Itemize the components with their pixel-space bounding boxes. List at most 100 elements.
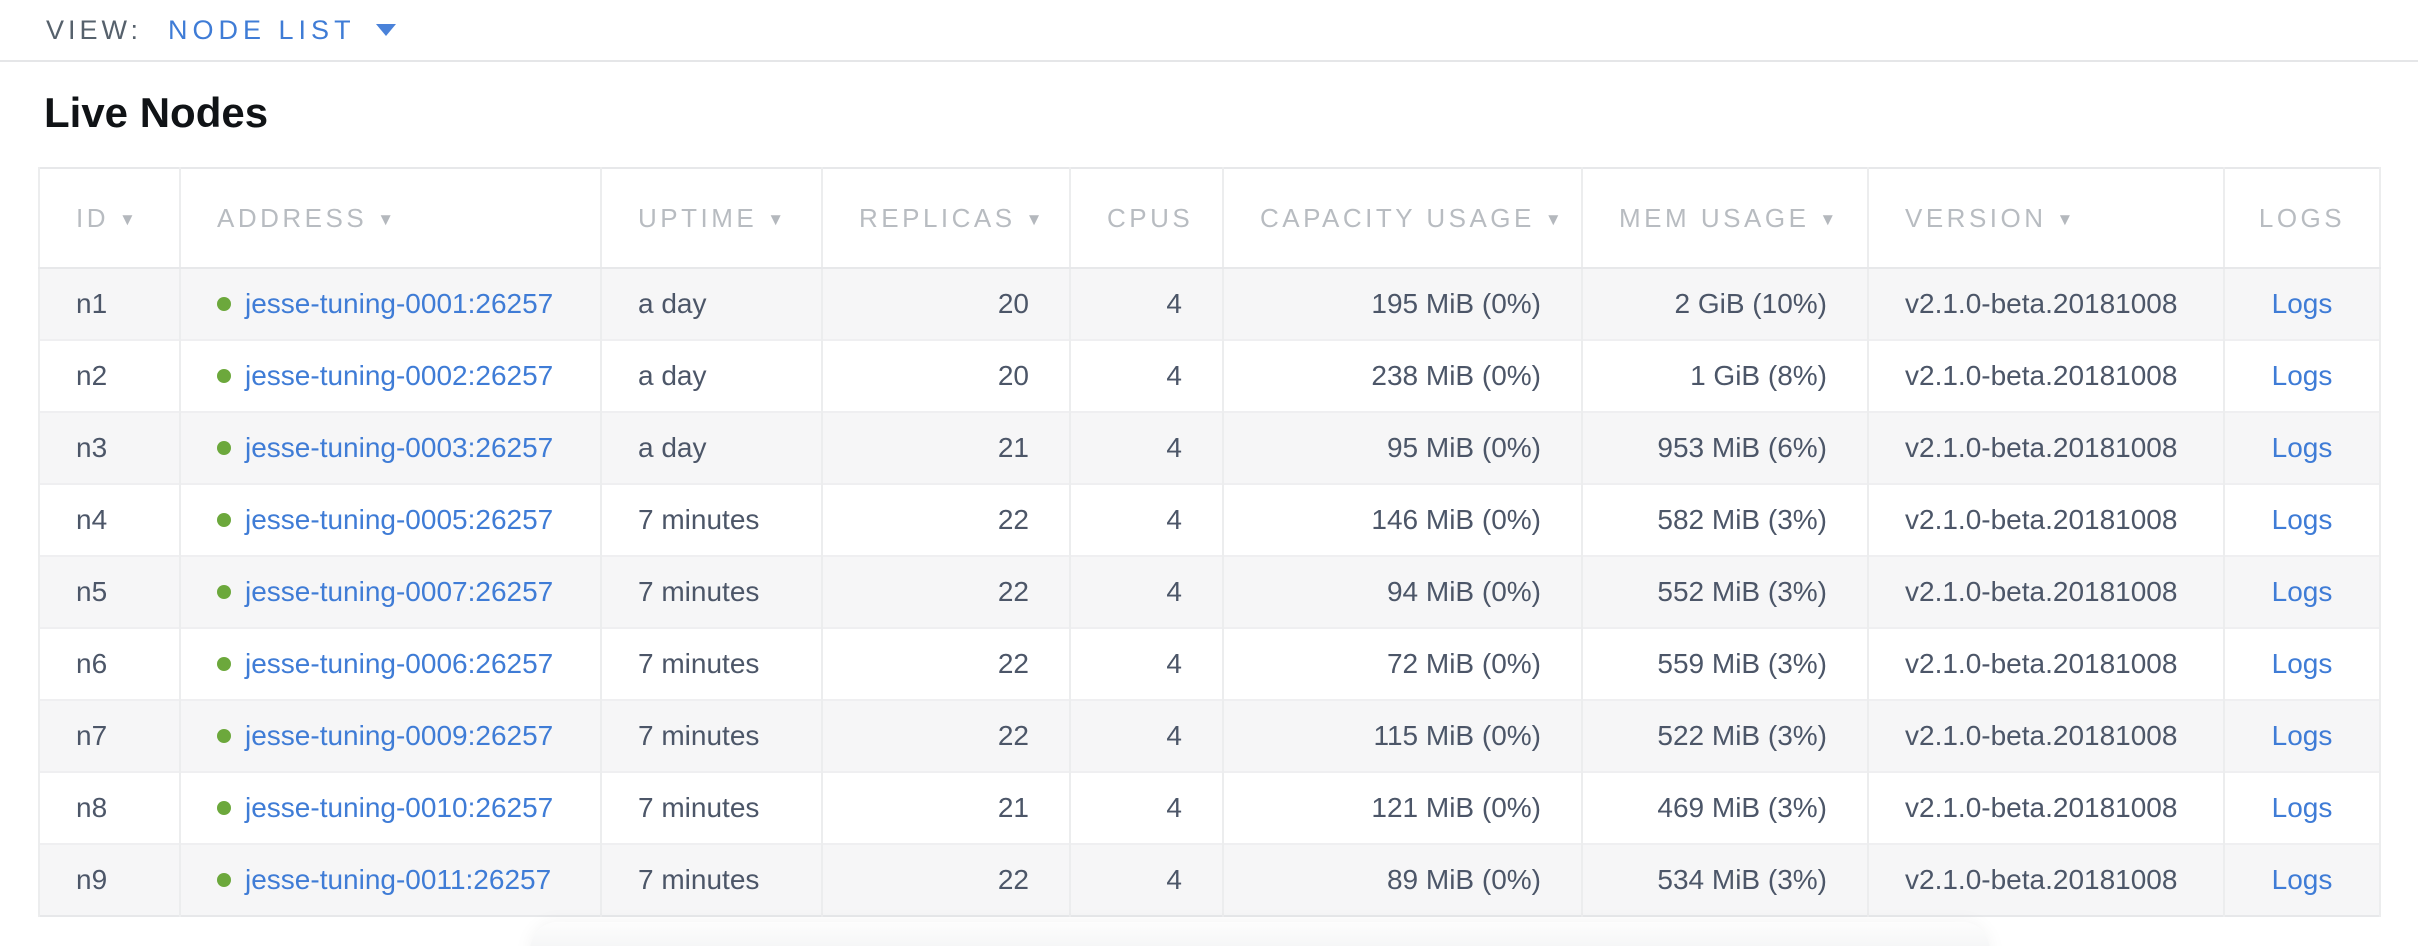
node-row-n2: n2 jesse-tuning-0002:26257 a day 20 4 238 MiB…: [38, 339, 2381, 412]
cell-address: jesse-tuning-0005:26257: [179, 483, 602, 556]
node-address-link[interactable]: jesse-tuning-0001:26257: [245, 288, 554, 319]
column-header-capacity_usage[interactable]: CAPACITY USAGE ▼: [1222, 168, 1583, 269]
sort-arrow-icon: ▼: [119, 209, 140, 229]
cell-cpus: 4: [1069, 627, 1224, 700]
cell-uptime: 7 minutes: [600, 699, 823, 772]
cell-version: v2.1.0-beta.20181008: [1867, 411, 2225, 484]
cell-uptime: 7 minutes: [600, 771, 823, 844]
cell-cpus: 4: [1069, 555, 1224, 628]
column-header-mem_usage[interactable]: MEM USAGE ▼: [1581, 168, 1869, 269]
live-nodes-table-wrap: ID ▼ ADDRESS ▼ UPTIME ▼ REPLICAS ▼ CPUS CAPACITY …: [0, 167, 2418, 917]
node-address-link[interactable]: jesse-tuning-0011:26257: [245, 864, 552, 895]
cell-capacity_usage: 72 MiB (0%): [1222, 627, 1583, 700]
cell-logs: Logs: [2223, 771, 2381, 844]
column-header-replicas[interactable]: REPLICAS ▼: [821, 168, 1071, 269]
logs-link[interactable]: Logs: [2271, 360, 2333, 391]
column-header-id[interactable]: ID ▼: [38, 168, 181, 269]
cell-address: jesse-tuning-0007:26257: [179, 555, 602, 628]
cell-id: n4: [38, 483, 181, 556]
cell-cpus: 4: [1069, 483, 1224, 556]
cell-replicas: 20: [821, 339, 1071, 412]
node-row-n9: n9 jesse-tuning-0011:26257 7 minutes 22 4 89 …: [38, 843, 2381, 916]
cell-uptime: 7 minutes: [600, 843, 823, 916]
sort-arrow-icon: ▼: [1025, 209, 1046, 229]
node-address-link[interactable]: jesse-tuning-0003:26257: [245, 432, 554, 463]
cell-uptime: a day: [600, 267, 823, 340]
logs-link[interactable]: Logs: [2271, 504, 2333, 535]
column-header-version[interactable]: VERSION ▼: [1867, 168, 2225, 269]
cell-capacity_usage: 195 MiB (0%): [1222, 267, 1583, 340]
cell-id: n2: [38, 339, 181, 412]
sort-arrow-icon: ▼: [377, 209, 398, 229]
cell-cpus: 4: [1069, 843, 1224, 916]
cell-logs: Logs: [2223, 843, 2381, 916]
logs-link[interactable]: Logs: [2271, 648, 2333, 679]
cell-uptime: a day: [600, 411, 823, 484]
cell-id: n8: [38, 771, 181, 844]
cell-capacity_usage: 89 MiB (0%): [1222, 843, 1583, 916]
column-label: CPUS: [1107, 202, 1194, 233]
node-address-link[interactable]: jesse-tuning-0007:26257: [245, 576, 554, 607]
cell-logs: Logs: [2223, 267, 2381, 340]
cell-uptime: a day: [600, 339, 823, 412]
cell-id: n5: [38, 555, 181, 628]
node-status-dot-icon: [217, 369, 231, 383]
column-label: ADDRESS: [217, 202, 368, 233]
cell-address: jesse-tuning-0009:26257: [179, 699, 602, 772]
cell-replicas: 22: [821, 627, 1071, 700]
cell-address: jesse-tuning-0001:26257: [179, 267, 602, 340]
cell-mem_usage: 522 MiB (3%): [1581, 699, 1869, 772]
column-label: REPLICAS: [859, 202, 1016, 233]
node-status-dot-icon: [217, 297, 231, 311]
cell-replicas: 21: [821, 411, 1071, 484]
cell-logs: Logs: [2223, 699, 2381, 772]
logs-link[interactable]: Logs: [2271, 576, 2333, 607]
logs-link[interactable]: Logs: [2271, 792, 2333, 823]
node-address-link[interactable]: jesse-tuning-0010:26257: [245, 792, 554, 823]
node-row-n8: n8 jesse-tuning-0010:26257 7 minutes 21 4 121…: [38, 771, 2381, 844]
node-row-n7: n7 jesse-tuning-0009:26257 7 minutes 22 4 115…: [38, 699, 2381, 772]
view-selector-value: NODE LIST: [168, 14, 356, 45]
cell-cpus: 4: [1069, 699, 1224, 772]
cell-address: jesse-tuning-0002:26257: [179, 339, 602, 412]
cell-capacity_usage: 146 MiB (0%): [1222, 483, 1583, 556]
view-selector-dropdown[interactable]: NODE LIST: [168, 15, 396, 46]
column-header-logs[interactable]: LOGS: [2223, 168, 2381, 269]
cell-replicas: 21: [821, 771, 1071, 844]
column-label: ID: [76, 202, 109, 233]
cell-id: n6: [38, 627, 181, 700]
cell-version: v2.1.0-beta.20181008: [1867, 699, 2225, 772]
node-row-n4: n4 jesse-tuning-0005:26257 7 minutes 22 4 146…: [38, 483, 2381, 556]
column-header-address[interactable]: ADDRESS ▼: [179, 168, 602, 269]
cell-uptime: 7 minutes: [600, 555, 823, 628]
node-status-dot-icon: [217, 441, 231, 455]
column-label: VERSION: [1905, 202, 2047, 233]
logs-link[interactable]: Logs: [2271, 864, 2333, 895]
node-address-link[interactable]: jesse-tuning-0009:26257: [245, 720, 554, 751]
cell-cpus: 4: [1069, 339, 1224, 412]
sort-arrow-icon: ▼: [1819, 209, 1840, 229]
cell-capacity_usage: 238 MiB (0%): [1222, 339, 1583, 412]
cell-mem_usage: 552 MiB (3%): [1581, 555, 1869, 628]
sort-arrow-icon: ▼: [767, 209, 788, 229]
view-label: VIEW:: [46, 14, 143, 45]
cell-capacity_usage: 94 MiB (0%): [1222, 555, 1583, 628]
cell-address: jesse-tuning-0011:26257: [179, 843, 602, 916]
column-header-cpus[interactable]: CPUS: [1069, 168, 1224, 269]
node-address-link[interactable]: jesse-tuning-0002:26257: [245, 360, 554, 391]
node-address-link[interactable]: jesse-tuning-0005:26257: [245, 504, 554, 535]
column-header-uptime[interactable]: UPTIME ▼: [600, 168, 823, 269]
cell-mem_usage: 1 GiB (8%): [1581, 339, 1869, 412]
page-title: Live Nodes: [44, 89, 269, 136]
cell-capacity_usage: 115 MiB (0%): [1222, 699, 1583, 772]
node-row-n1: n1 jesse-tuning-0001:26257 a day 20 4 195 MiB…: [38, 267, 2381, 340]
logs-link[interactable]: Logs: [2271, 432, 2333, 463]
node-address-link[interactable]: jesse-tuning-0006:26257: [245, 648, 554, 679]
cell-logs: Logs: [2223, 411, 2381, 484]
logs-link[interactable]: Logs: [2271, 720, 2333, 751]
sort-arrow-icon: ▼: [1544, 209, 1566, 229]
logs-link[interactable]: Logs: [2271, 288, 2333, 319]
cell-version: v2.1.0-beta.20181008: [1867, 555, 2225, 628]
cell-cpus: 4: [1069, 411, 1224, 484]
node-row-n3: n3 jesse-tuning-0003:26257 a day 21 4 95 MiB …: [38, 411, 2381, 484]
